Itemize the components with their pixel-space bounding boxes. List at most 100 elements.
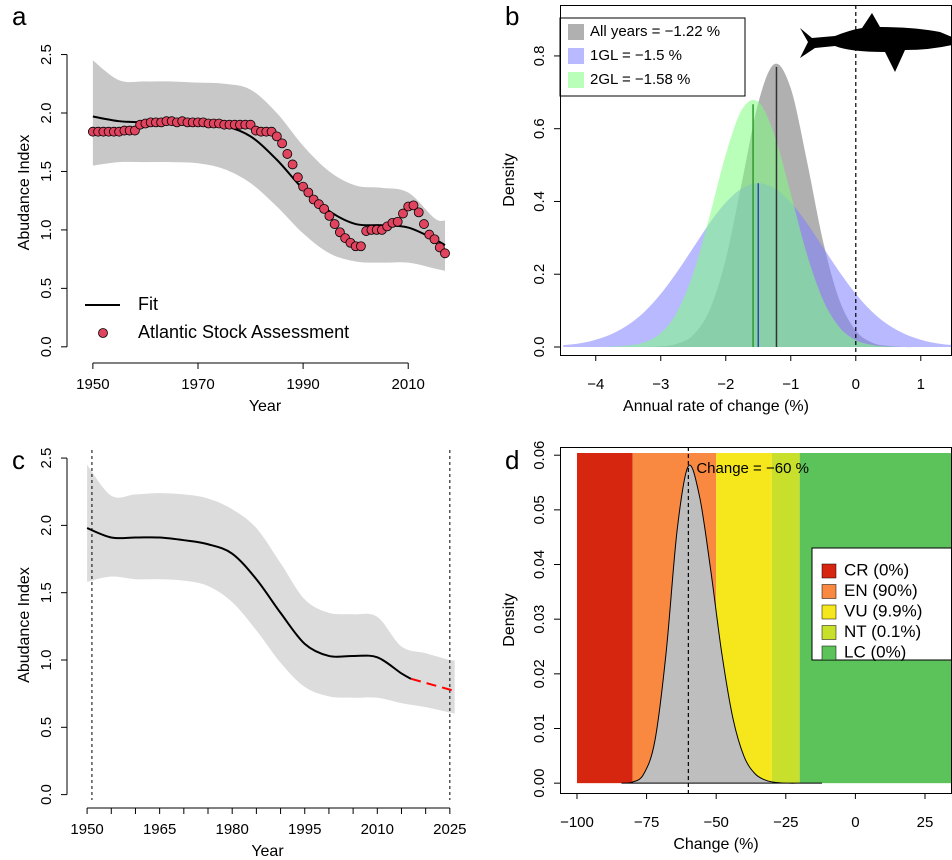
y-tick-label: 0.4 xyxy=(531,191,548,212)
y-tick-label: 0.00 xyxy=(531,769,548,798)
legend-label: EN (90%) xyxy=(844,581,918,600)
data-point xyxy=(303,187,314,198)
legend-swatch xyxy=(821,563,837,579)
projection-line xyxy=(410,677,455,692)
legend-label: 1GL = −1.5 % xyxy=(590,47,682,64)
legend-swatch xyxy=(568,24,584,40)
y-tick-label: 0.6 xyxy=(531,118,548,139)
data-point xyxy=(429,234,440,245)
plot-area xyxy=(87,60,450,271)
y-axis-title: Density xyxy=(501,593,518,646)
data-point xyxy=(324,210,335,221)
panel-label: c xyxy=(12,445,25,475)
data-point xyxy=(329,219,340,229)
y-tick-label: 0.0 xyxy=(38,784,55,805)
legend-label: LC (0%) xyxy=(844,642,906,661)
data-point xyxy=(319,203,330,214)
y-tick-label: 2.0 xyxy=(38,103,55,124)
y-axis-title: Abudance Index xyxy=(16,567,33,683)
x-tick-label: 1970 xyxy=(181,376,214,393)
data-point xyxy=(282,149,293,159)
data-point xyxy=(419,219,429,229)
y-tick-label: 0.02 xyxy=(531,659,548,688)
y-tick-label: 1.0 xyxy=(38,650,55,671)
legend-swatch xyxy=(821,584,837,599)
confidence-band xyxy=(87,464,455,714)
x-tick-label: −2 xyxy=(717,376,734,393)
x-tick-label: 1965 xyxy=(143,821,176,838)
x-tick-label: 0 xyxy=(851,814,859,831)
x-axis-title: Annual rate of change (%) xyxy=(623,398,809,415)
x-tick-label: 1995 xyxy=(288,821,321,838)
y-tick-label: 0.2 xyxy=(531,264,548,285)
data-point xyxy=(271,131,282,142)
x-tick-label: 1 xyxy=(917,376,925,393)
y-tick-label: 0.01 xyxy=(531,714,548,743)
x-tick-label: 2010 xyxy=(361,821,394,838)
annotation: Change = −60 % xyxy=(696,460,809,477)
y-tick-label: 0.05 xyxy=(531,495,548,524)
legend-label: Atlantic Stock Assessment xyxy=(138,322,349,342)
data-point xyxy=(440,248,450,259)
data-point xyxy=(398,208,408,219)
data-point xyxy=(277,138,287,149)
data-point xyxy=(356,241,366,252)
y-axis-title: Abudance Index xyxy=(16,135,33,251)
x-tick-label: −50 xyxy=(703,814,728,831)
y-tick-label: 0.03 xyxy=(531,605,548,634)
x-tick-label: 1950 xyxy=(70,821,103,838)
x-axis-title: Year xyxy=(251,843,284,860)
legend-swatch xyxy=(568,72,584,88)
y-tick-label: 0.0 xyxy=(531,337,548,358)
data-point xyxy=(408,200,419,211)
x-tick-label: 0 xyxy=(852,376,860,393)
legend-label: 2GL = −1.58 % xyxy=(590,71,690,88)
legend-label: All years = −1.22 % xyxy=(590,23,720,40)
y-tick-label: 2.5 xyxy=(38,448,55,469)
data-point xyxy=(413,207,424,218)
y-axis-title: Density xyxy=(501,153,518,206)
y-tick-label: 1.0 xyxy=(38,219,55,240)
panel-label: d xyxy=(505,445,519,475)
data-point xyxy=(292,172,303,183)
iucn-zone xyxy=(576,453,633,784)
plot-area xyxy=(563,5,952,355)
x-tick-label: −1 xyxy=(782,376,799,393)
x-tick-label: −25 xyxy=(773,814,798,831)
x-tick-label: 1990 xyxy=(286,376,319,393)
legend-swatch xyxy=(821,604,837,620)
x-tick-label: −75 xyxy=(634,814,659,831)
x-tick-label: 2025 xyxy=(433,821,466,838)
y-tick-label: 0.04 xyxy=(531,550,548,579)
x-tick-label: −4 xyxy=(587,376,604,393)
panel-label: a xyxy=(12,1,27,31)
y-tick-label: 0.0 xyxy=(38,336,55,357)
y-tick-label: 2.5 xyxy=(38,44,55,65)
y-tick-label: 0.06 xyxy=(531,441,548,470)
legend-label: CR (0%) xyxy=(844,560,909,579)
y-tick-label: 2.0 xyxy=(38,515,55,536)
legend-label: NT (0.1%) xyxy=(844,622,921,641)
iucn-zone xyxy=(771,453,800,784)
legend-label: Fit xyxy=(138,294,158,314)
plot-area xyxy=(86,450,455,800)
panel-label: b xyxy=(505,1,519,31)
legend-swatch xyxy=(568,48,584,64)
x-tick-label: −100 xyxy=(560,814,594,831)
x-tick-label: 1980 xyxy=(216,821,249,838)
shark-icon xyxy=(800,13,952,72)
data-point xyxy=(287,159,298,170)
x-tick-label: 1950 xyxy=(76,376,109,393)
legend-label: VU (9.9%) xyxy=(844,601,922,620)
density-area xyxy=(621,464,822,784)
y-tick-label: 1.5 xyxy=(38,582,55,603)
x-tick-label: 25 xyxy=(917,814,934,831)
y-tick-label: 1.5 xyxy=(38,161,55,182)
confidence-band xyxy=(92,60,446,271)
y-tick-label: 0.5 xyxy=(38,278,55,299)
x-axis-title: Change (%) xyxy=(673,836,758,853)
y-tick-label: 0.5 xyxy=(38,717,55,738)
legend-symbol xyxy=(98,328,108,338)
